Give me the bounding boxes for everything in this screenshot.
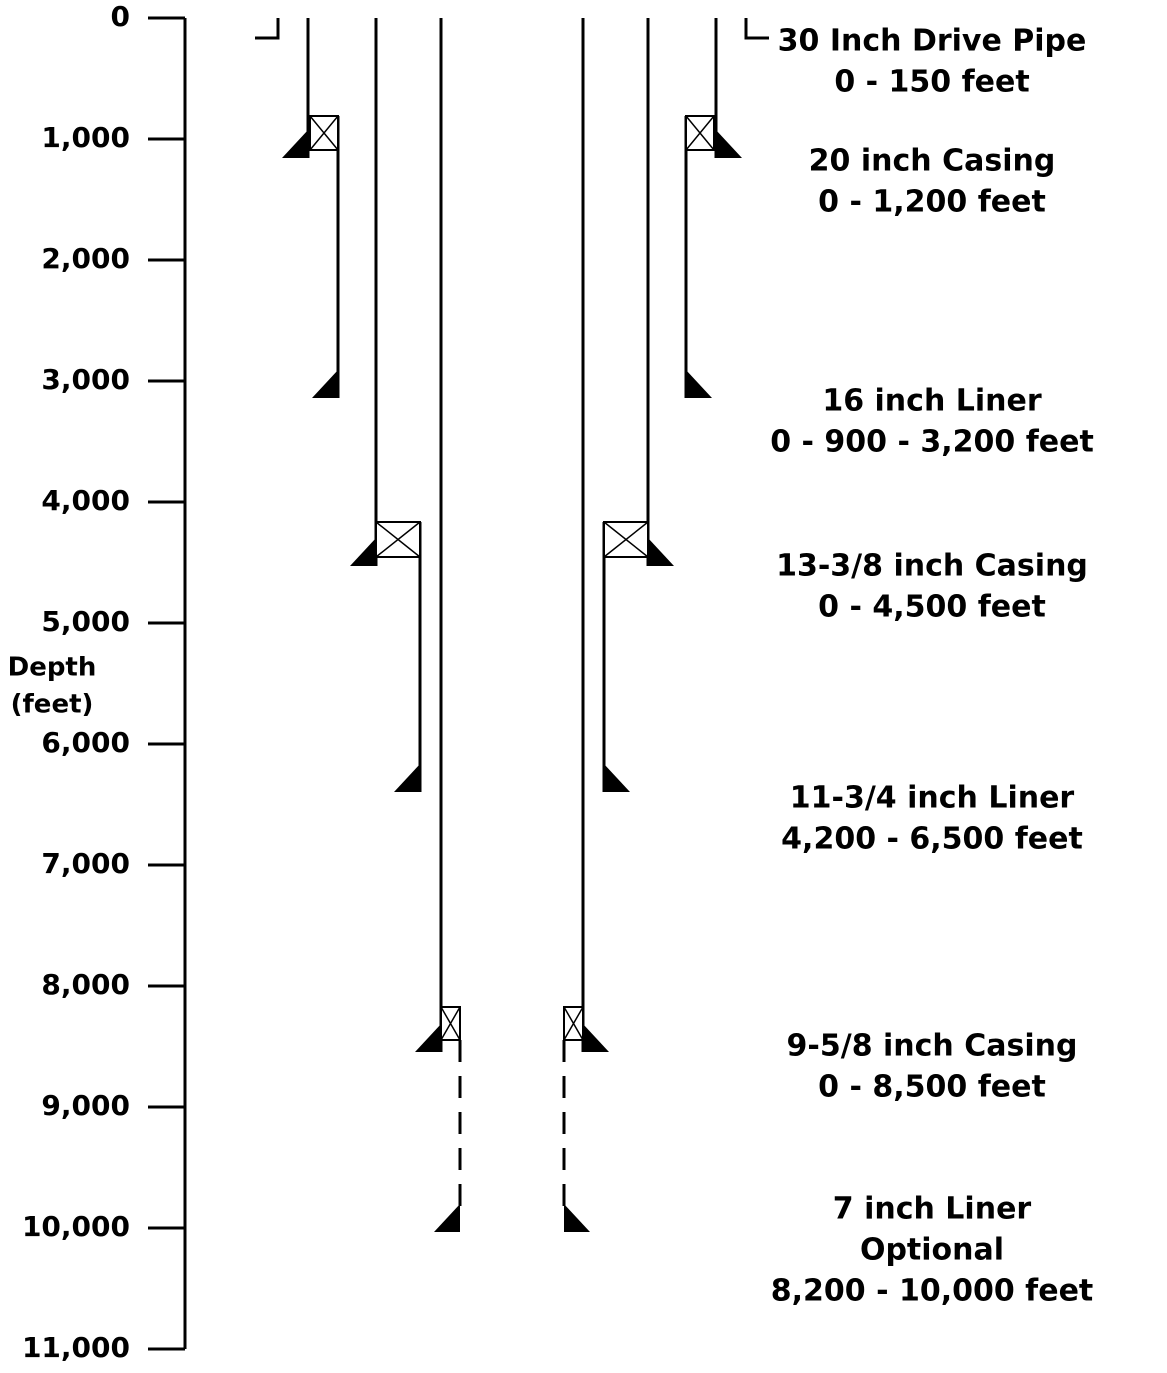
tick-label: 5,000: [41, 605, 130, 638]
axis-label: Depth: [8, 653, 97, 683]
casing-label: 16 inch Liner: [822, 384, 1042, 419]
casing-shoe: [415, 1024, 441, 1052]
liner-hanger-cross: [603, 521, 649, 558]
casing-shoe: [312, 370, 338, 398]
tick-label: 9,000: [41, 1089, 130, 1122]
drive-pipe: [255, 18, 280, 40]
casing-shoe: [648, 538, 674, 566]
casing-shoe: [716, 130, 742, 158]
casing-label: 8,200 - 10,000 feet: [771, 1274, 1094, 1309]
liner-hanger-cross: [685, 115, 715, 151]
casing-shoe: [282, 130, 308, 158]
casing-shoe: [350, 538, 376, 566]
tick-label: 8,000: [41, 968, 130, 1001]
casing-label: 0 - 1,200 feet: [818, 185, 1046, 220]
liner-hanger-cross: [563, 1006, 584, 1041]
casing-label: 0 - 150 feet: [834, 65, 1029, 100]
casing-shoe: [604, 764, 630, 792]
tick-label: 1,000: [41, 121, 130, 154]
casing-label: Optional: [860, 1233, 1004, 1268]
tick-label: 3,000: [41, 363, 130, 396]
tick-label: 10,000: [22, 1210, 130, 1243]
axis-label: (feet): [11, 690, 94, 720]
casing-label: 0 - 4,500 feet: [818, 590, 1046, 625]
casing-shoe: [564, 1204, 590, 1232]
casing-shoe: [394, 764, 420, 792]
casing-label: 9-5/8 inch Casing: [787, 1029, 1078, 1064]
casing-shoe: [434, 1204, 460, 1232]
casing-shoe: [583, 1024, 609, 1052]
casing-label: 20 inch Casing: [809, 144, 1056, 179]
tick-label: 6,000: [41, 726, 130, 759]
casing-label: 11-3/4 inch Liner: [790, 781, 1075, 816]
casing-label: 7 inch Liner: [833, 1192, 1032, 1227]
tick-label: 4,000: [41, 484, 130, 517]
tick-label: 7,000: [41, 847, 130, 880]
casing-label: 13-3/8 inch Casing: [776, 549, 1088, 584]
tick-label: 0: [111, 0, 130, 33]
tick-label: 2,000: [41, 242, 130, 275]
liner-hanger-cross: [440, 1006, 461, 1041]
casing-label: 0 - 900 - 3,200 feet: [770, 425, 1094, 460]
tick-label: 11,000: [22, 1331, 130, 1364]
casing-label: 30 Inch Drive Pipe: [778, 24, 1087, 59]
casing-label: 0 - 8,500 feet: [818, 1070, 1046, 1105]
casing-shoe: [686, 370, 712, 398]
liner-hanger-cross: [375, 521, 421, 558]
liner-hanger-cross: [309, 115, 339, 151]
drive-pipe: [744, 18, 769, 40]
casing-label: 4,200 - 6,500 feet: [781, 822, 1083, 857]
